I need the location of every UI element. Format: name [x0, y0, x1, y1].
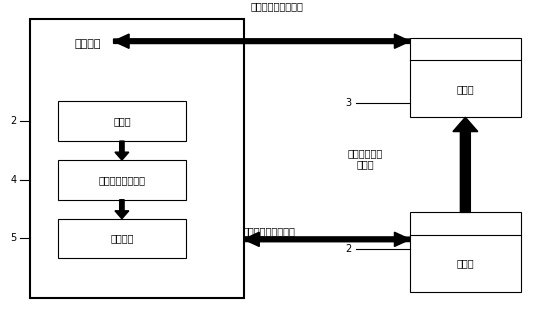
Bar — [30, 19, 244, 298]
FancyArrow shape — [114, 34, 410, 48]
Bar — [58, 160, 186, 200]
Text: 3: 3 — [345, 98, 351, 108]
Bar — [58, 101, 186, 141]
Text: 服务器: 服务器 — [456, 258, 474, 268]
Text: 虚拟片上操作系统: 虚拟片上操作系统 — [99, 175, 145, 185]
Text: 基于身份的安全策略: 基于身份的安全策略 — [250, 1, 304, 11]
Text: 基于角色的安
全策略: 基于角色的安 全策略 — [348, 148, 383, 169]
Text: 2: 2 — [345, 244, 351, 254]
Text: 安全设备: 安全设备 — [110, 234, 134, 243]
Text: 验证机: 验证机 — [456, 84, 474, 94]
Text: 5: 5 — [10, 233, 17, 243]
FancyArrow shape — [115, 200, 129, 219]
Text: 移动终端: 移动终端 — [75, 39, 101, 49]
Text: 4: 4 — [10, 175, 17, 185]
Bar — [410, 38, 521, 117]
Bar — [410, 212, 521, 292]
Text: 2: 2 — [10, 116, 17, 126]
Bar — [58, 219, 186, 258]
FancyArrow shape — [244, 232, 410, 247]
FancyArrow shape — [453, 117, 478, 212]
Text: 基于域密约安全策略: 基于域密约安全策略 — [242, 227, 295, 237]
Text: 交口端: 交口端 — [113, 116, 131, 126]
FancyArrow shape — [244, 232, 410, 247]
FancyArrow shape — [115, 141, 129, 160]
FancyArrow shape — [114, 34, 410, 48]
